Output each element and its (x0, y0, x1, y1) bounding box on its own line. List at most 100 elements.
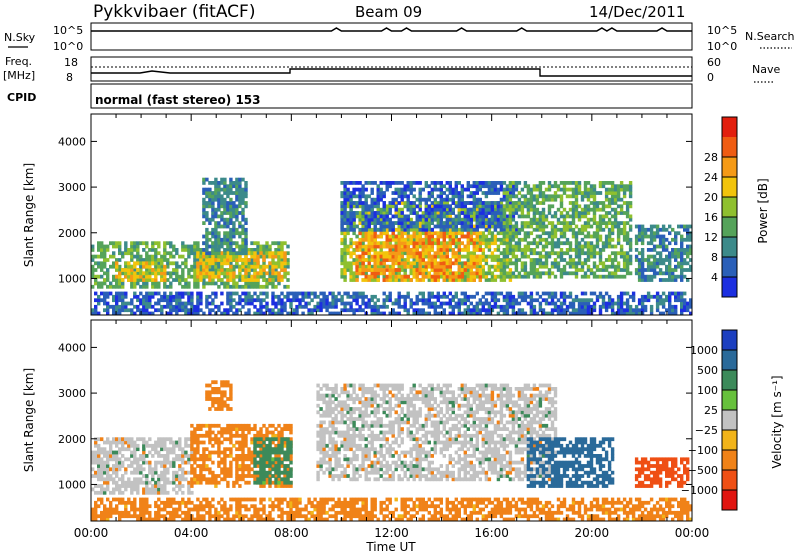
heatmap-cell (376, 241, 380, 246)
heatmap-cell (424, 234, 428, 239)
heatmap-cell (103, 301, 107, 306)
heatmap-cell (238, 274, 242, 279)
heatmap-cell (355, 187, 359, 192)
heatmap-cell (382, 217, 386, 222)
heatmap-cell (448, 217, 452, 222)
heatmap-cell (220, 211, 224, 215)
heatmap-cell (382, 181, 386, 185)
heatmap-cell (241, 217, 245, 222)
heatmap-cell (394, 197, 398, 202)
heatmap-cell (475, 217, 479, 222)
heatmap-cell (418, 264, 422, 269)
heatmap-cell (592, 301, 597, 306)
heatmap-cell (364, 274, 368, 279)
heatmap-cell (547, 181, 552, 185)
heatmap-cell (181, 241, 185, 246)
heatmap-cell (460, 204, 464, 209)
heatmap-cell (436, 254, 440, 259)
heatmap-cell (649, 234, 654, 239)
heatmap-cell (406, 254, 410, 259)
heatmap-cell (244, 201, 248, 205)
heatmap-cell (421, 271, 425, 276)
heatmap-cell (457, 201, 461, 205)
heatmap-cell (196, 281, 200, 286)
heatmap-cell (634, 258, 639, 262)
heatmap-cell (415, 241, 419, 246)
heatmap-cell (286, 298, 290, 303)
heatmap-cell (196, 311, 200, 316)
heatmap-cell (112, 284, 116, 289)
heatmap-cell (577, 258, 582, 262)
heatmap-cell (433, 274, 437, 279)
heatmap-cell (544, 224, 549, 229)
heatmap-cell (232, 201, 236, 205)
heatmap-cell (211, 258, 215, 262)
heatmap-cell (592, 248, 597, 252)
heatmap-cell (364, 181, 368, 185)
heatmap-cell (91, 268, 95, 272)
heatmap-cell (415, 298, 419, 303)
heatmap-cell (514, 264, 519, 269)
heatmap-cell (124, 261, 128, 266)
heatmap-cell (145, 304, 149, 309)
heatmap-cell (259, 268, 263, 272)
heatmap-cell (493, 237, 498, 242)
heatmap-cell (115, 470, 119, 475)
heatmap-cell (680, 234, 684, 239)
heatmap-cell (355, 278, 359, 282)
heatmap-cell (400, 187, 404, 192)
heatmap-cell (409, 234, 413, 239)
heatmap-cell (538, 241, 543, 246)
heatmap-cell (112, 244, 116, 249)
heatmap-cell (139, 301, 143, 306)
heatmap-cell (589, 234, 594, 239)
heatmap-cell (445, 234, 449, 239)
heatmap-cell (409, 241, 413, 246)
heatmap-cell (502, 181, 507, 185)
heatmap-cell (439, 251, 443, 256)
heatmap-cell (502, 268, 507, 272)
heatmap-cell (595, 207, 600, 212)
heatmap-cell (103, 447, 107, 452)
heatmap-cell (604, 264, 609, 269)
heatmap-cell (433, 214, 437, 219)
heatmap-cell (430, 221, 434, 225)
heatmap-cell (148, 304, 152, 309)
heatmap-cell (115, 480, 119, 485)
heatmap-cell (487, 207, 492, 212)
heatmap-cell (499, 264, 504, 269)
heatmap-cell (262, 251, 266, 256)
heatmap-cell (346, 251, 350, 256)
heatmap-cell (325, 294, 329, 299)
heatmap-cell (571, 304, 576, 309)
heatmap-cell (628, 294, 633, 299)
heatmap-cell (415, 251, 419, 256)
heatmap-cell (115, 450, 119, 455)
heatmap-cell (448, 258, 452, 262)
heatmap-cell (235, 191, 239, 195)
heatmap-cell (451, 271, 455, 276)
heatmap-cell (658, 244, 663, 249)
heatmap-cell (616, 221, 621, 225)
heatmap-cell (424, 237, 428, 242)
heatmap-cell (463, 227, 467, 232)
heatmap-cell (352, 201, 356, 205)
heatmap-cell (469, 254, 473, 259)
heatmap-cell (571, 194, 576, 199)
heatmap-cell (394, 237, 398, 242)
heatmap-cell (217, 254, 221, 259)
heatmap-cell (232, 214, 236, 219)
heatmap-cell (680, 254, 684, 259)
heatmap-cell (475, 304, 479, 309)
heatmap-cell (400, 264, 404, 269)
heatmap-cell (628, 241, 633, 246)
heatmap-cell (94, 454, 98, 458)
heatmap-cell (493, 291, 498, 296)
heatmap-cell (526, 254, 531, 259)
heatmap-cell (541, 231, 546, 236)
heatmap-cell (619, 308, 624, 313)
heatmap-cell (214, 221, 218, 225)
heatmap-cell (421, 254, 425, 259)
heatmap-cell (511, 184, 516, 189)
heatmap-cell (238, 298, 242, 303)
